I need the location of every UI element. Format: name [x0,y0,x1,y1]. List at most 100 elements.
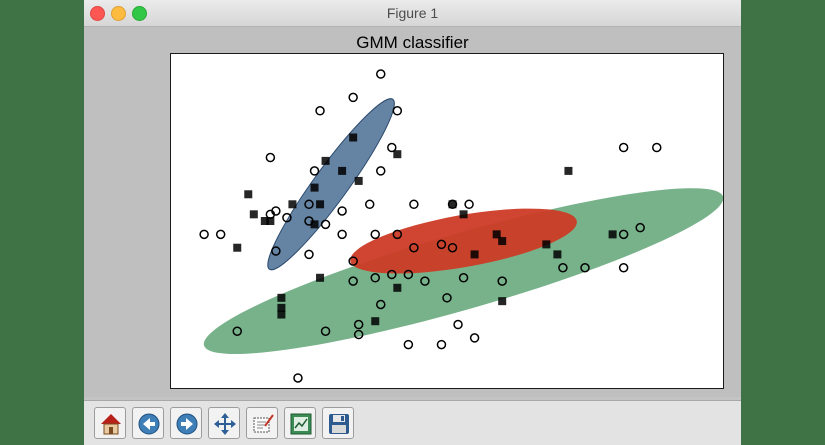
plot-axes[interactable] [170,53,724,389]
data-point-circle [232,326,242,336]
data-point-circle [392,106,403,116]
back-arrow-icon [138,413,160,435]
data-point-circle [337,229,347,240]
data-point-square [498,297,507,306]
window-title: Figure 1 [386,5,439,21]
data-point-square [266,217,275,225]
data-point-circle [436,339,447,350]
data-point-circle [304,199,314,210]
data-point-circle [420,276,430,286]
data-point-circle [558,263,568,273]
data-point-circle [387,269,397,280]
data-point-circle [497,276,507,286]
data-point-circle [436,239,447,250]
data-point-square [310,183,319,192]
data-point-circle [320,326,331,336]
data-point-circle [376,166,386,176]
data-point-square [553,250,562,259]
data-point-square [470,250,479,259]
configure-subplots-button[interactable] [284,407,316,439]
data-point-square [338,166,347,175]
data-point-circle [453,319,463,330]
data-point-square [459,210,468,219]
data-point-square [354,176,363,185]
data-point-square [249,210,258,219]
maximize-window-button[interactable] [132,6,147,21]
data-point-circle [618,263,629,273]
data-point-circle [320,219,331,230]
data-point-square [608,230,617,239]
data-point-circle [464,199,474,210]
figure-window: Figure 1 GMM classifier [84,0,741,445]
data-point-circle [315,106,325,116]
data-point-square [542,240,551,249]
data-point-circle [337,206,347,216]
data-point-circle [304,249,314,260]
data-point-circle [199,229,209,240]
data-point-square [448,200,457,209]
plot-area [199,69,723,383]
data-point-circle [282,212,292,223]
data-point-square [288,200,297,209]
data-point-square [498,237,507,246]
data-point-circle [652,142,662,153]
gaussian-component-ellipse-3 [350,208,577,274]
data-point-square [492,230,501,239]
data-point-circle [618,229,629,240]
data-point-square [310,220,319,229]
chart-title: GMM classifier [356,33,469,52]
data-point-square [564,166,573,175]
data-point-square [316,200,325,209]
data-point-circle [442,293,452,303]
data-point-circle [348,276,358,286]
data-point-circle [370,273,380,283]
data-point-circle [447,242,458,253]
data-point-square [321,156,330,165]
title-bar: Figure 1 [84,0,741,27]
data-point-circle [635,222,645,233]
floppy-disk-icon [329,414,349,434]
figure-canvas[interactable]: GMM classifier [84,27,741,397]
data-point-circle [353,319,364,330]
data-point-square [371,317,380,326]
pan-button[interactable] [208,407,240,439]
data-point-circle [364,199,375,210]
data-point-circle [403,269,414,280]
data-point-circle [348,92,358,103]
data-point-circle [353,329,364,340]
forward-button[interactable] [170,407,202,439]
forward-arrow-icon [176,413,198,435]
close-window-button[interactable] [90,6,105,21]
home-button[interactable] [94,407,126,439]
data-point-square [393,283,402,292]
data-point-circle [403,339,414,350]
move-arrows-icon [214,413,236,435]
subplots-icon [290,413,312,435]
data-point-square [277,303,286,312]
data-point-circle [376,299,386,310]
gaussian-component-ellipse-2 [203,188,723,355]
data-point-circle [409,242,419,253]
data-point-circle [376,69,386,79]
zoom-button[interactable] [246,407,278,439]
data-point-circle [409,199,419,210]
data-point-square [349,133,358,142]
data-point-circle [348,256,358,266]
minimize-window-button[interactable] [111,6,126,21]
data-point-square [260,217,269,225]
data-point-circle [387,142,397,153]
data-point-circle [271,246,281,256]
data-point-circle [215,229,226,240]
save-button[interactable] [322,407,354,439]
data-point-circle [580,263,590,273]
data-point-square [393,150,402,159]
data-point-circle [618,142,629,153]
data-point-circle [309,166,320,176]
back-button[interactable] [132,407,164,439]
home-icon [101,414,121,435]
data-point-square [316,273,325,282]
data-point-square [233,243,242,252]
data-point-square [277,293,286,302]
data-point-square [277,310,286,319]
data-point-circle [370,229,380,240]
